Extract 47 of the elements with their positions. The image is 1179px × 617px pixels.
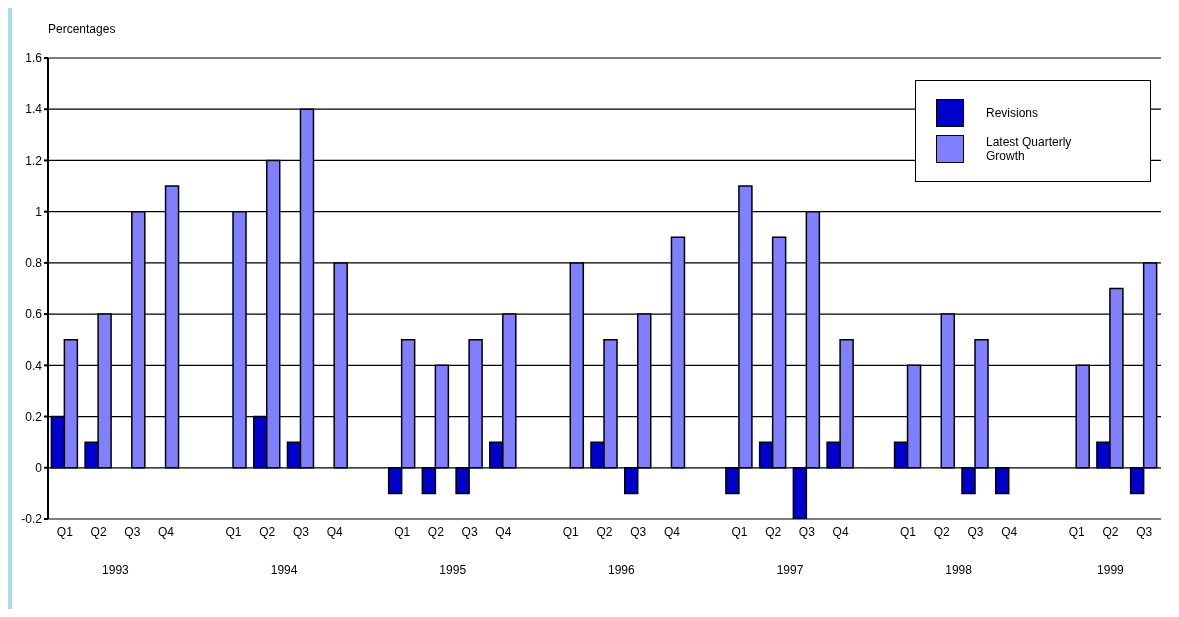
x-tick-label: Q3 (630, 524, 647, 539)
y-tick-label: 0 (35, 461, 43, 476)
y-tick-label: 0.8 (25, 256, 43, 271)
x-tick-label: Q4 (495, 524, 512, 539)
x-tick-label: Q4 (326, 524, 344, 539)
x-tick-label: Q2 (259, 524, 276, 539)
x-tick-label: Q4 (663, 524, 681, 539)
x-tick-label: Q1 (731, 524, 748, 539)
text: 1994 (269, 563, 299, 577)
text: 1993 (101, 563, 130, 577)
x-tick-label: Q2 (596, 524, 613, 539)
legend-label: Revisions (986, 106, 1040, 120)
x-tick-label: Q1 (562, 524, 580, 539)
x-tick-label: Q1 (1068, 524, 1086, 539)
y-axis-title: Percentages (48, 22, 116, 36)
x-tick-label: Q1 (56, 524, 74, 539)
x-tick-label: Q3 (798, 524, 816, 539)
x-tick-label: Q3 (967, 524, 984, 539)
text: 1998 (944, 563, 973, 577)
y-tick-label: 1 (35, 204, 43, 219)
y-tick-label: 1.6 (25, 51, 43, 66)
x-tick-label: Q1 (225, 524, 242, 539)
y-tick-label: 0.4 (25, 358, 43, 373)
x-tick-label: Q2 (933, 524, 951, 539)
text: 1999 (1096, 563, 1125, 577)
text: 1996 (607, 563, 636, 577)
x-tick-label: Q4 (158, 524, 175, 539)
x-tick-label: Q4 (1001, 524, 1018, 539)
x-tick-label: Q1 (394, 524, 411, 539)
x-tick-label: Q2 (1102, 524, 1119, 539)
y-tick-label: -0.2 (21, 512, 43, 527)
x-tick-label: Q2 (765, 524, 782, 539)
x-tick-label: Q2 (427, 524, 445, 539)
x-tick-label: Q3 (1136, 524, 1153, 539)
x-tick-label: Q1 (900, 524, 917, 539)
y-tick-label: 1.2 (25, 153, 43, 168)
text: 1995 (438, 563, 468, 577)
y-tick-label: 0.2 (25, 409, 43, 424)
x-tick-label: Q3 (292, 524, 310, 539)
text: 1997 (775, 563, 805, 577)
y-tick-label: 1.4 (25, 102, 43, 117)
y-tick-label: 0.6 (25, 307, 43, 322)
x-tick-label: Q3 (461, 524, 478, 539)
x-tick-label: Q3 (124, 524, 141, 539)
legend-label: Latest Quarterly Growth (986, 135, 1073, 163)
x-tick-label: Q4 (832, 524, 849, 539)
x-tick-label: Q2 (90, 524, 107, 539)
